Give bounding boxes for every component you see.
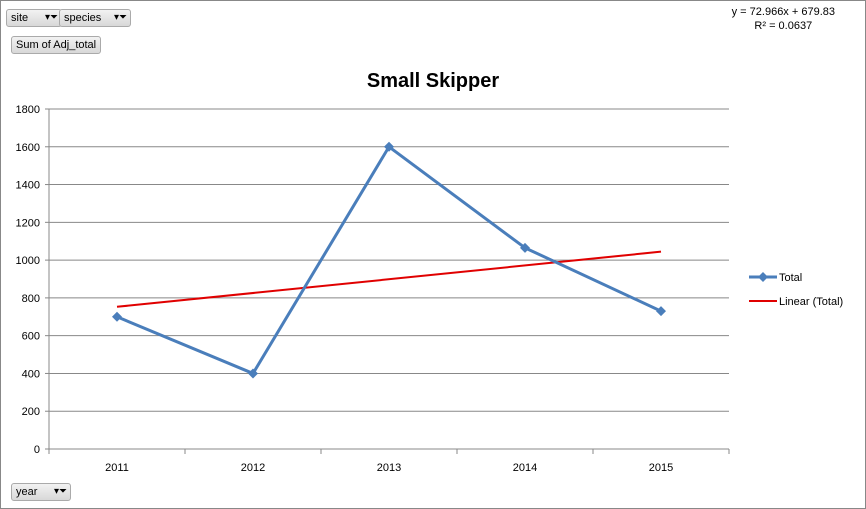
species-label: species (64, 12, 102, 24)
series-line-total (116, 145, 662, 375)
y-tick-label: 1600 (16, 142, 40, 154)
chart-title: Small Skipper (367, 70, 499, 92)
y-tick-label: 800 (22, 293, 40, 305)
x-tick-label: 2011 (105, 462, 129, 474)
y-tick-label: 0 (34, 444, 40, 456)
y-tick-label: 1200 (16, 217, 40, 229)
site-filter-button[interactable]: site ▾⏷ (6, 9, 62, 27)
y-tick-label: 1800 (16, 104, 40, 116)
x-tick-label: 2015 (649, 462, 673, 474)
x-tick-label: 2012 (241, 462, 265, 474)
trendline (116, 250, 662, 308)
values-label: Sum of Adj_total (16, 39, 97, 51)
data-point-marker (520, 242, 530, 253)
filter-icon: ▾⏷ (53, 486, 67, 497)
values-field-button[interactable]: Sum of Adj_total (11, 36, 102, 54)
y-tick-label: 1400 (16, 180, 40, 192)
year-filter-button[interactable]: year ▾⏷ (11, 483, 71, 501)
year-label: year (16, 486, 38, 498)
legend-label-trendline: Linear (Total) (779, 296, 843, 308)
x-tick-label: 2014 (513, 462, 537, 474)
x-tick-label: 2013 (377, 462, 401, 474)
trendline-label: y = 72.966x + 679.83 R² = 0.0637 (732, 5, 835, 33)
data-point-marker (656, 306, 666, 317)
y-tick-label: 1000 (16, 255, 40, 267)
y-tick-label: 200 (22, 406, 40, 418)
filter-icon: ▾⏷ (113, 12, 127, 23)
trendline-r2: R² = 0.0637 (754, 20, 813, 32)
filter-icon: ▾⏷ (44, 12, 58, 23)
data-point-marker (112, 311, 122, 322)
data-point-marker (384, 141, 394, 152)
data-point-marker (248, 368, 258, 379)
legend-marker-total (758, 272, 768, 282)
trendline-equation: y = 72.966x + 679.83 (731, 6, 835, 18)
y-tick-label: 600 (22, 331, 40, 343)
species-filter-button[interactable]: species ▾⏷ (59, 9, 131, 27)
site-label: site (11, 12, 29, 24)
legend-label-total: Total (779, 272, 802, 284)
y-tick-label: 400 (22, 368, 40, 380)
